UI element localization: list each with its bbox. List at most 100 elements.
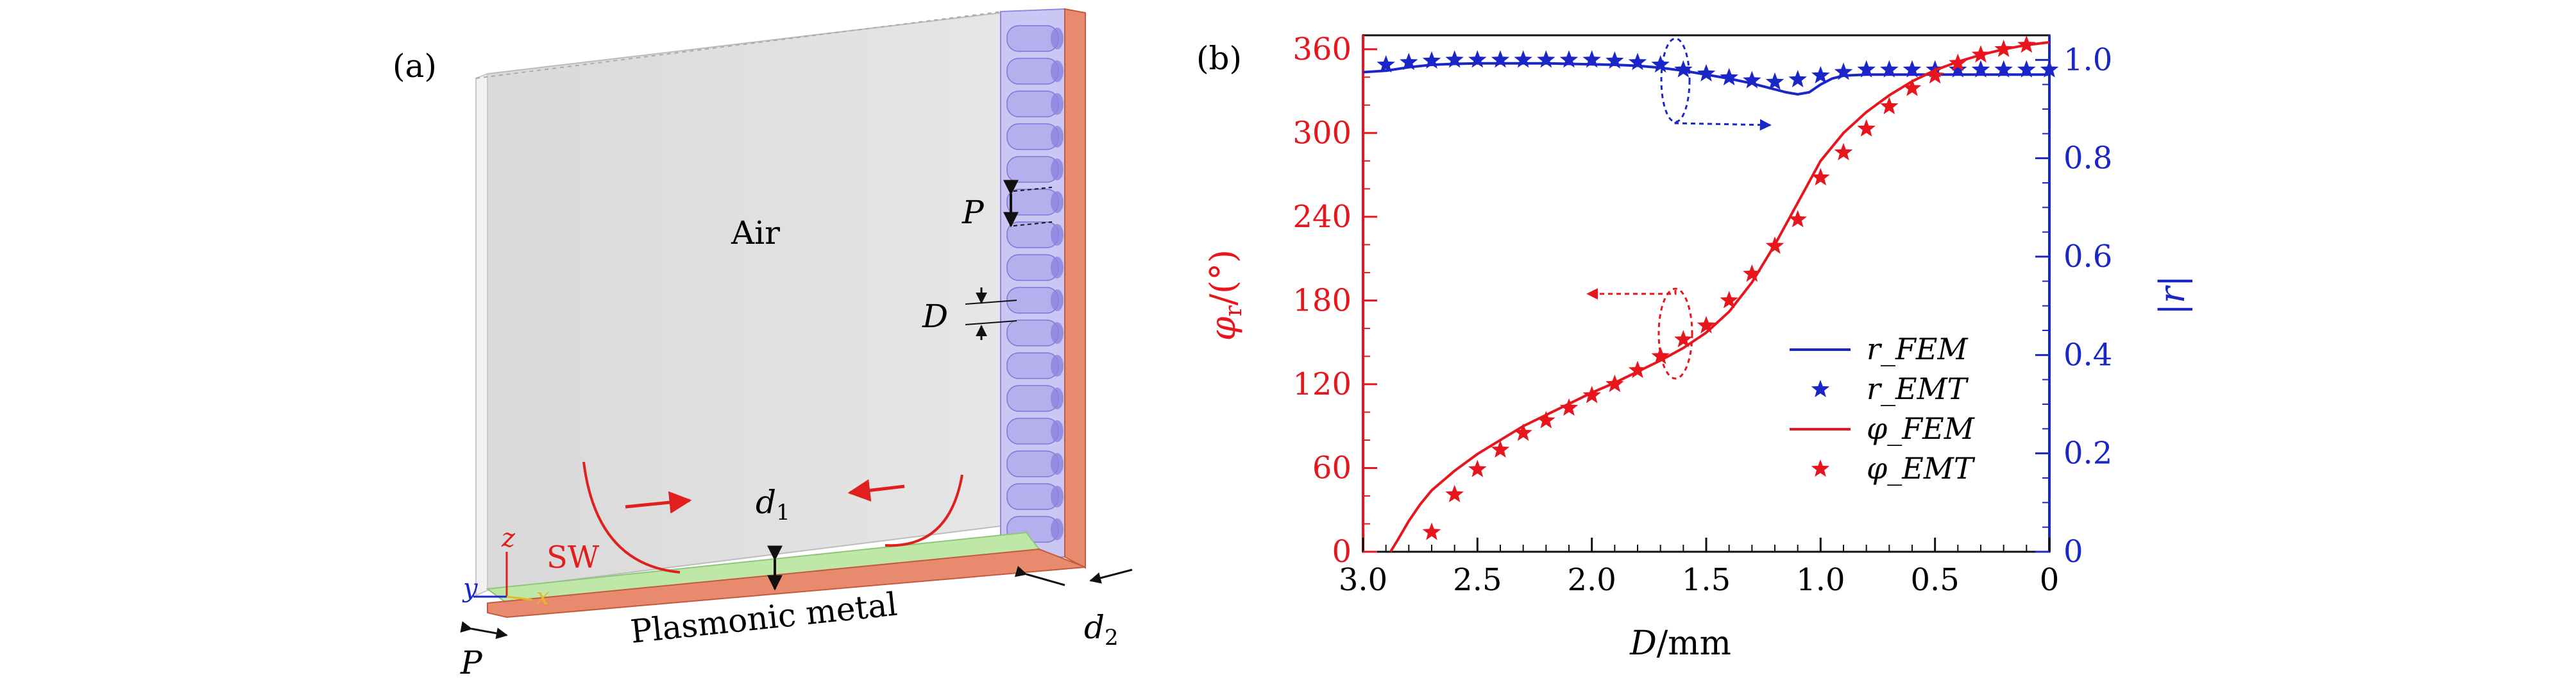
- series-point-1: [1811, 65, 1830, 83]
- air-label: Air: [731, 214, 780, 251]
- panel-a-label: (a): [393, 47, 437, 85]
- pillar-cap: [1051, 289, 1063, 311]
- series-point-3: [1491, 440, 1510, 458]
- series-point-1: [2040, 60, 2059, 78]
- pillar-cap: [1051, 322, 1063, 344]
- right-tick-label: 0.2: [2063, 436, 2112, 472]
- axis-x-line: [506, 595, 533, 601]
- axis-y-label: y: [462, 574, 479, 603]
- series-line-2: [1389, 40, 2050, 553]
- air-top-edge: [475, 11, 1003, 79]
- panel-a-diagram: (a) Air P D d1: [393, 8, 1133, 681]
- right-tick-label: 0: [2063, 534, 2083, 570]
- x-tick-label: 3.0: [1339, 562, 1387, 598]
- series-point-1: [2017, 60, 2036, 78]
- pillar-cells: [1006, 25, 1063, 543]
- pillar-cap: [1051, 126, 1063, 148]
- series-point-1: [1651, 55, 1670, 73]
- series-point-1: [1994, 60, 2013, 78]
- left-axis-ticks: 0 60 120 180 240 300 360: [1292, 31, 1377, 570]
- bottom-period-label: P: [460, 644, 483, 681]
- series-point-1: [1674, 60, 1693, 78]
- series-point-3: [1788, 210, 1807, 228]
- series-point-1: [1606, 51, 1624, 69]
- series-point-3: [1902, 78, 1922, 96]
- legend-star-swatch: [1811, 380, 1830, 398]
- pillar-cap: [1051, 355, 1063, 377]
- legend-entry-label: φ_FEM: [1867, 411, 1976, 446]
- series-point-1: [1400, 53, 1418, 71]
- series-point-3: [1651, 346, 1670, 364]
- pillar-cap: [1051, 158, 1063, 180]
- d2-arrow-right: [1089, 568, 1133, 584]
- series-point-1: [1468, 50, 1487, 68]
- series-point-1: [1697, 64, 1716, 81]
- x-tick-label: 1.5: [1682, 562, 1731, 598]
- pillar-cap: [1051, 388, 1063, 409]
- series-point-1: [1880, 60, 1899, 78]
- sw-arrow-right: [625, 491, 692, 514]
- x-tick-label: 0.5: [1910, 562, 1959, 598]
- metal-back-plate: [1064, 8, 1086, 569]
- series-point-1: [1582, 50, 1601, 68]
- series-point-3: [1971, 45, 1990, 63]
- d2-arrow-left: [1014, 565, 1065, 586]
- pillar-cap: [1051, 486, 1063, 507]
- series-point-3: [1697, 316, 1716, 334]
- series-point-3: [1949, 53, 1967, 71]
- pillar-cap: [1051, 257, 1063, 278]
- series-point-3: [1628, 361, 1647, 379]
- series-point-3: [1582, 386, 1601, 404]
- right-axis-label: |r|: [2152, 275, 2192, 315]
- legend-star-swatch: [1811, 459, 1830, 477]
- series-point-1: [1902, 60, 1922, 78]
- series-point-1: [1720, 67, 1738, 86]
- left-axis-label: φr/(°): [1203, 250, 1247, 341]
- left-tick-label: 60: [1312, 450, 1352, 486]
- left-tick-label: 0: [1332, 534, 1352, 570]
- series-point-3: [1743, 264, 1761, 282]
- series-point-3: [1857, 119, 1876, 137]
- series-point-3: [1765, 236, 1784, 254]
- pillar-cap: [1051, 28, 1063, 49]
- series-point-1: [1377, 55, 1395, 73]
- diameter-label: D: [922, 298, 948, 335]
- d2-label: d2: [1084, 609, 1119, 651]
- diameter-guide-bottom: [965, 320, 1017, 325]
- series-point-3: [1468, 459, 1487, 477]
- sw-label: SW: [547, 540, 600, 575]
- legend-entry-label: r_EMT: [1867, 371, 1969, 406]
- x-tick-label: 2.5: [1453, 562, 1502, 598]
- series-point-3: [2017, 35, 2036, 53]
- reflect-annotation-ellipse: [1660, 37, 1691, 123]
- sw-arc-right: [885, 474, 963, 547]
- pillar-cap: [1051, 93, 1063, 115]
- phase-annotation-arrow: [1586, 288, 1677, 300]
- series-point-1: [1628, 53, 1647, 71]
- series-point-1: [1422, 51, 1441, 69]
- pillar-cap: [1051, 60, 1063, 82]
- left-tick-label: 360: [1292, 31, 1352, 67]
- sw-arc-left: [582, 461, 681, 574]
- series-point-3: [1606, 374, 1624, 393]
- series-layer: [1362, 35, 2059, 553]
- series-point-1: [1834, 62, 1853, 80]
- series-point-1: [1514, 50, 1532, 68]
- series-point-3: [1720, 291, 1738, 309]
- x-axis-ticks: 3.0 2.5 2.0 1.5 1.0 0.5 0: [1339, 538, 2059, 598]
- series-point-1: [1949, 60, 1967, 78]
- series-point-3: [1537, 411, 1555, 429]
- pillar-cap: [1051, 224, 1063, 246]
- x-tick-label: 1.0: [1796, 562, 1845, 598]
- right-tick-label: 1.0: [2063, 42, 2112, 78]
- series-point-1: [1743, 71, 1761, 89]
- right-tick-label: 0.6: [2063, 239, 2112, 275]
- legend-entry-label: r_FEM: [1867, 332, 1969, 366]
- pillar-cap: [1051, 191, 1063, 213]
- panel-b-label: (b): [1196, 40, 1242, 77]
- left-tick-label: 240: [1292, 199, 1352, 235]
- left-tick-label: 300: [1292, 115, 1352, 151]
- series-point-3: [1559, 398, 1579, 416]
- legend-entry-label: φ_EMT: [1867, 451, 1976, 486]
- series-point-1: [1537, 50, 1555, 68]
